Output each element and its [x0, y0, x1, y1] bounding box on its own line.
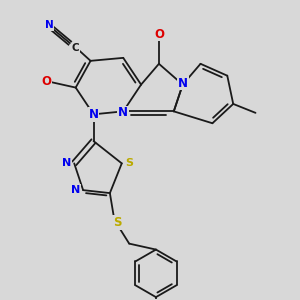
Text: N: N	[62, 158, 71, 168]
Text: S: S	[125, 158, 133, 168]
Text: N: N	[45, 20, 53, 30]
Text: N: N	[71, 185, 80, 195]
Text: C: C	[71, 44, 79, 53]
Text: O: O	[41, 75, 51, 88]
Text: N: N	[118, 106, 128, 119]
Text: S: S	[113, 216, 122, 229]
Text: N: N	[88, 108, 98, 121]
Text: O: O	[154, 28, 164, 40]
Text: N: N	[178, 76, 188, 90]
